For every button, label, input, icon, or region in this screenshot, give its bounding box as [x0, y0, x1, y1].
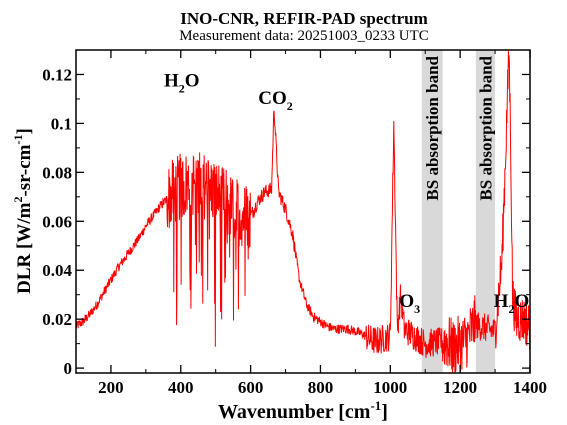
- bs-absorption-band-2: [475, 50, 496, 373]
- x-tick-label: 400: [168, 378, 194, 397]
- chart-subtitle: Measurement data: 20251003_0233 UTC: [179, 28, 429, 44]
- bs-absorption-band-label: BS absorption band: [423, 55, 442, 200]
- x-axis: 200 400 600 800 1000 1200 1400: [98, 50, 547, 397]
- annotation-label: H2O: [164, 71, 200, 96]
- plot-frame: [75, 49, 531, 374]
- y-tick-label: 0.04: [42, 261, 72, 280]
- y-axis: 0 0.02 0.04 0.06 0.08 0.1 0.12: [42, 65, 530, 378]
- x-tick-label: 800: [308, 378, 334, 397]
- x-tick-label: 1200: [443, 378, 477, 397]
- chart-title: INO-CNR, REFIR-PAD spectrum: [180, 9, 428, 28]
- y-tick-label: 0: [64, 359, 73, 378]
- y-tick-label: 0.1: [51, 114, 72, 133]
- series-line: [75, 49, 531, 374]
- annotation-label: H2O: [494, 291, 530, 316]
- x-tick-label: 1400: [513, 378, 547, 397]
- x-tick-label: 600: [238, 378, 264, 397]
- annotation-label: O3: [399, 291, 420, 316]
- chart-annotations: H2O CO2 O3 H2O: [164, 71, 529, 316]
- shaded-regions: BS absorption band BS absorption band: [421, 50, 496, 373]
- y-tick-label: 0.06: [42, 212, 72, 231]
- y-tick-label: 0.08: [42, 163, 72, 182]
- y-tick-label: 0.02: [42, 310, 72, 329]
- x-tick-label: 1000: [373, 378, 407, 397]
- y-axis-label: DLR [W/m2-sr-cm-1]: [11, 128, 35, 294]
- bs-absorption-band-1: [421, 50, 443, 373]
- x-axis-label: Wavenumber [cm-1]: [218, 398, 388, 423]
- x-tick-label: 200: [98, 378, 124, 397]
- annotation-label: CO2: [258, 88, 293, 113]
- y-tick-label: 0.12: [42, 65, 72, 84]
- data-series: [75, 49, 531, 374]
- bs-absorption-band-label: BS absorption band: [476, 55, 495, 200]
